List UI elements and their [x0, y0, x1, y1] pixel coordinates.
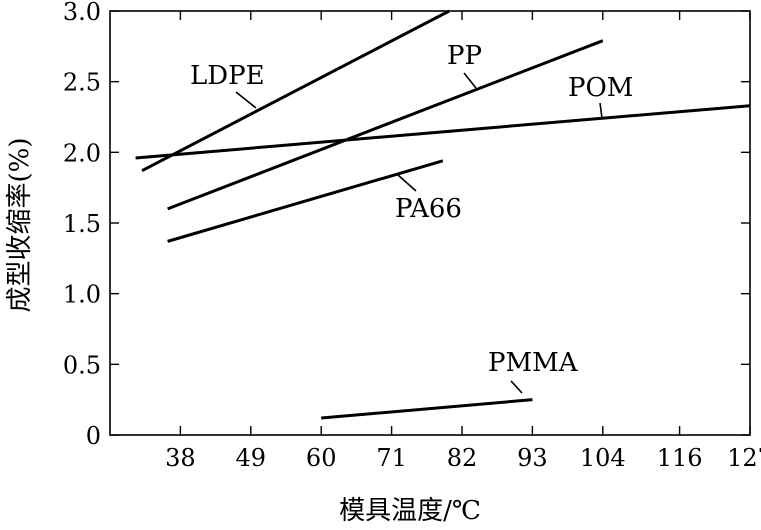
series-line-pmma: [321, 398, 533, 420]
x-tick-label: 116: [657, 444, 703, 472]
leader-pp: [463, 72, 477, 89]
y-axis-ticks: 0 0.5 1.0 1.5 2.0 2.5 3.0: [63, 0, 750, 450]
y-tick-label: 0: [86, 422, 101, 450]
y-tick-label: 3.0: [63, 0, 101, 26]
x-axis-ticks: 38 49 60 71 82 93 104 116 127: [165, 11, 761, 472]
x-tick-label: 60: [306, 444, 337, 472]
series-line-pom: [135, 104, 751, 160]
series-label-pom: POM: [568, 73, 633, 103]
y-tick-label: 0.5: [63, 351, 101, 379]
series-label-ldpe: LDPE: [190, 61, 265, 91]
y-tick-label: 1.0: [63, 281, 101, 309]
leader-pa66: [397, 174, 417, 192]
leader-pmma: [510, 380, 523, 394]
y-tick-label: 2.0: [63, 139, 101, 167]
x-tick-label: 49: [236, 444, 267, 472]
x-tick-label: 93: [517, 444, 548, 472]
series-labels: LDPE PP POM PA66 PMMA: [190, 41, 633, 378]
x-tick-label: 38: [165, 444, 196, 472]
x-tick-label: 71: [376, 444, 407, 472]
y-tick-label: 2.5: [63, 69, 101, 97]
series-line-pa66: [167, 159, 444, 243]
series-line-ldpe: [141, 9, 450, 173]
leader-ldpe: [235, 91, 257, 109]
series-label-pmma: PMMA: [488, 348, 579, 378]
series-line-pp: [167, 39, 604, 211]
y-axis-label: 成型收缩率(%): [5, 138, 35, 313]
y-tick-label: 1.5: [63, 210, 101, 238]
x-tick-label: 127: [727, 444, 761, 472]
x-tick-label: 104: [580, 444, 626, 472]
x-axis-label: 模具温度/℃: [339, 496, 481, 526]
x-tick-label: 82: [447, 444, 478, 472]
series-lines: [135, 9, 751, 420]
series-leaders: [235, 72, 603, 394]
series-label-pa66: PA66: [395, 194, 462, 224]
leader-pom: [599, 102, 603, 119]
series-label-pp: PP: [447, 41, 482, 71]
